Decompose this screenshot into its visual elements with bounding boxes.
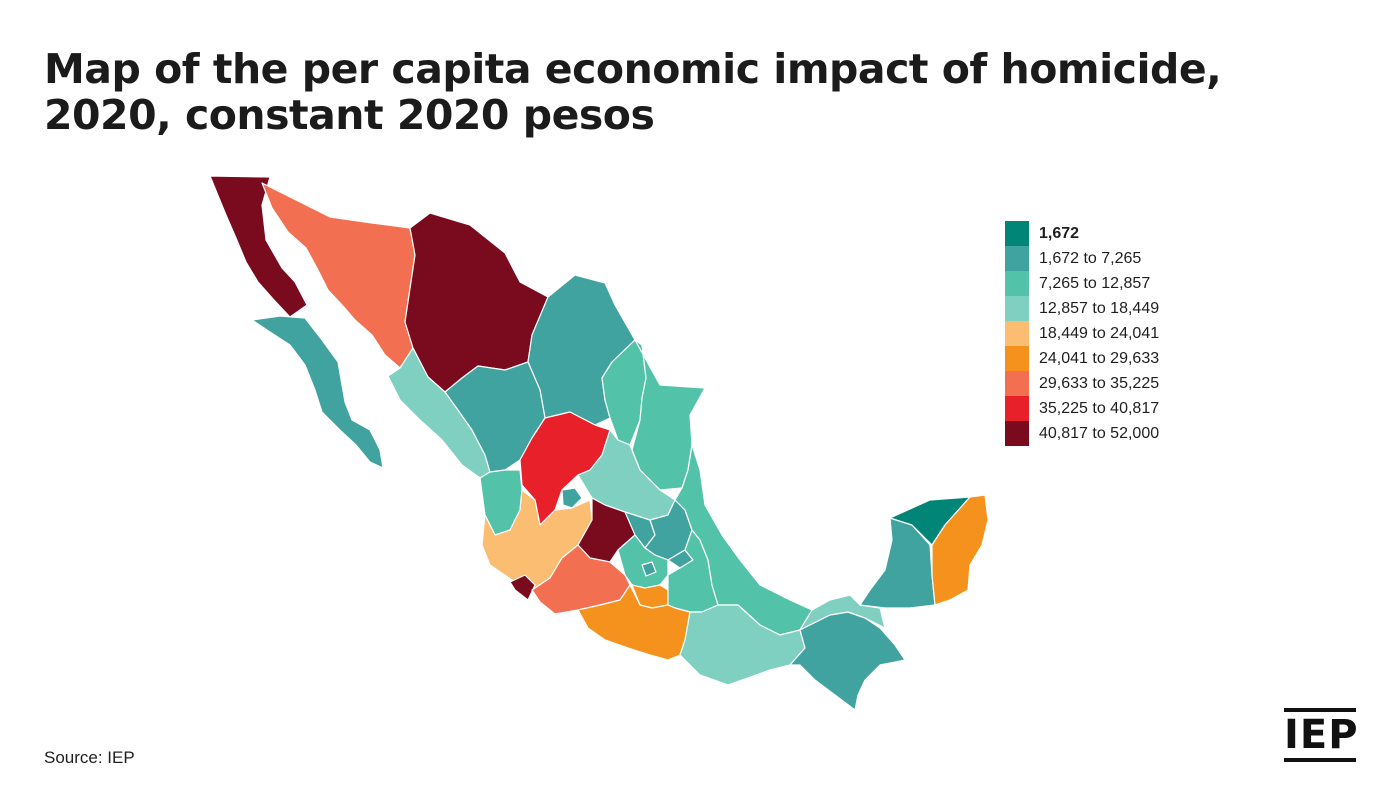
legend-item: 18,449 to 24,041 xyxy=(1005,321,1159,346)
legend-item: 1,672 to 7,265 xyxy=(1005,246,1159,271)
legend-swatch xyxy=(1005,396,1029,421)
legend-label: 18,449 to 24,041 xyxy=(1039,324,1160,342)
legend-item: 35,225 to 40,817 xyxy=(1005,396,1159,421)
legend-item: 24,041 to 29,633 xyxy=(1005,346,1159,371)
legend-swatch xyxy=(1005,221,1029,246)
legend-item: 29,633 to 35,225 xyxy=(1005,371,1159,396)
legend-swatch xyxy=(1005,371,1029,396)
legend-swatch xyxy=(1005,271,1029,296)
legend-item: 12,857 to 18,449 xyxy=(1005,296,1159,321)
region-jalisco xyxy=(481,489,593,591)
region-sonora xyxy=(261,182,416,369)
legend-label: 7,265 to 12,857 xyxy=(1039,274,1151,292)
region-quintana-roo xyxy=(931,494,989,606)
legend-label: 24,041 to 29,633 xyxy=(1039,349,1160,367)
region-baja-california xyxy=(209,175,308,318)
legend-swatch xyxy=(1005,346,1029,371)
region-aguascalientes xyxy=(561,487,583,509)
legend-item: 1,672 xyxy=(1005,221,1159,246)
page-title: Map of the per capita economic impact of… xyxy=(44,45,1222,139)
legend-label: 40,817 to 52,000 xyxy=(1039,424,1160,442)
legend-label: 35,225 to 40,817 xyxy=(1039,399,1160,417)
region-baja-california-sur xyxy=(251,315,384,469)
legend-label: 1,672 xyxy=(1039,224,1080,242)
region-ciudad-de-mexico xyxy=(641,561,657,577)
region-colima xyxy=(509,574,536,601)
legend-label: 12,857 to 18,449 xyxy=(1039,299,1160,317)
legend-item: 7,265 to 12,857 xyxy=(1005,271,1159,296)
logo-text: IEP xyxy=(1284,712,1359,758)
legend-swatch xyxy=(1005,296,1029,321)
legend-label: 1,672 to 7,265 xyxy=(1039,249,1142,267)
source-note: Source: IEP xyxy=(44,748,135,767)
legend-swatch xyxy=(1005,246,1029,271)
iep-logo: IEP xyxy=(1284,708,1359,762)
region-campeche xyxy=(859,517,936,609)
legend-item: 40,817 to 52,000 xyxy=(1005,421,1159,446)
region-michoacan xyxy=(531,544,631,615)
legend-swatch xyxy=(1005,421,1029,446)
legend-label: 29,633 to 35,225 xyxy=(1039,374,1160,392)
legend: 1,672 1,672 to 7,265 7,265 to 12,857 12,857… xyxy=(1005,221,1159,446)
legend-swatch xyxy=(1005,321,1029,346)
